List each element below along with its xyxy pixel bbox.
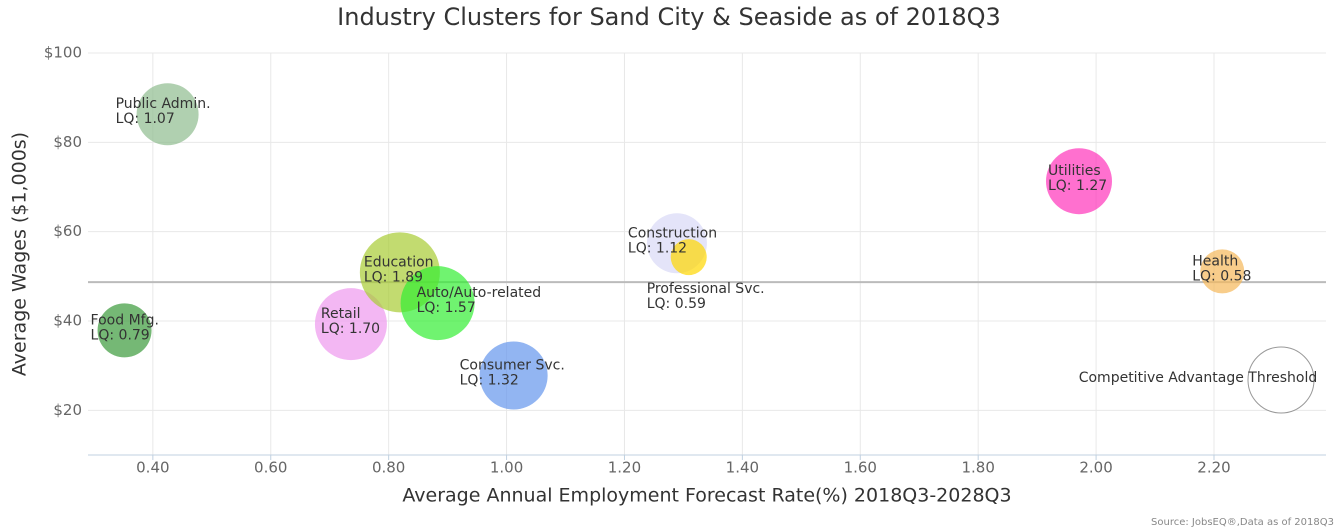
bubble (1045, 148, 1112, 215)
bubble-lq: LQ: 0.59 (647, 296, 706, 312)
bubble-name: Construction (628, 225, 717, 241)
bubble (136, 83, 199, 146)
bubble-lq: LQ: 1.32 (460, 372, 519, 388)
bubble-name: Utilities (1048, 163, 1101, 179)
bubble (670, 239, 707, 276)
bubble (1200, 249, 1245, 294)
bubble-lq: LQ: 1.70 (321, 321, 380, 337)
x-tick-label: 1.00 (490, 459, 523, 477)
bubble-name: Food Mfg. (91, 312, 159, 328)
bubble-lq: LQ: 1.27 (1048, 178, 1107, 194)
y-axis-label: Average Wages ($1,000s) (9, 132, 31, 376)
y-tick-label: $60 (53, 222, 82, 240)
bubble-lq: LQ: 1.12 (628, 240, 687, 256)
source-note: Source: JobsEQ®,Data as of 2018Q3 (1151, 517, 1334, 528)
bubble-lq: LQ: 0.58 (1192, 268, 1251, 284)
bubble-lq: LQ: 1.57 (417, 300, 476, 316)
y-tick-label: $40 (53, 312, 82, 330)
x-tick-label: 1.80 (961, 459, 994, 477)
bubble (97, 303, 152, 358)
x-tick-label: 1.60 (844, 459, 877, 477)
x-tick-label: 1.40 (726, 459, 759, 477)
bubble (400, 266, 475, 341)
bubble (479, 341, 548, 410)
bubble-lq: LQ: 0.79 (91, 327, 150, 343)
x-tick-label: 2.20 (1197, 459, 1230, 477)
x-tick-label: 2.00 (1079, 459, 1112, 477)
x-tick-label: 0.60 (254, 459, 287, 477)
bubble-lq: LQ: 1.89 (364, 269, 423, 285)
y-tick-label: $20 (53, 401, 82, 419)
y-tick-label: $100 (44, 44, 82, 62)
bubble-lq: LQ: 1.07 (116, 111, 175, 127)
bubble (314, 288, 387, 361)
threshold-legend-label: Competitive Advantage Threshold (1079, 370, 1318, 386)
x-axis-label: Average Annual Employment Forecast Rate(… (402, 485, 1011, 507)
x-tick-label: 1.20 (608, 459, 641, 477)
x-tick-label: 0.80 (372, 459, 405, 477)
bubble-name: Education (364, 254, 434, 270)
bubble-name: Auto/Auto-related (417, 285, 542, 301)
y-tick-label: $80 (53, 133, 82, 151)
chart-title: Industry Clusters for Sand City & Seasid… (337, 3, 1001, 31)
bubble-name: Professional Svc. (647, 281, 765, 297)
bubble-name: Public Admin. (116, 96, 211, 112)
bubble-name: Health (1192, 253, 1238, 269)
x-tick-label: 0.40 (136, 459, 169, 477)
bubble-name: Consumer Svc. (460, 357, 565, 373)
bubble-name: Retail (321, 306, 361, 322)
threshold-legend-marker (1247, 346, 1315, 414)
